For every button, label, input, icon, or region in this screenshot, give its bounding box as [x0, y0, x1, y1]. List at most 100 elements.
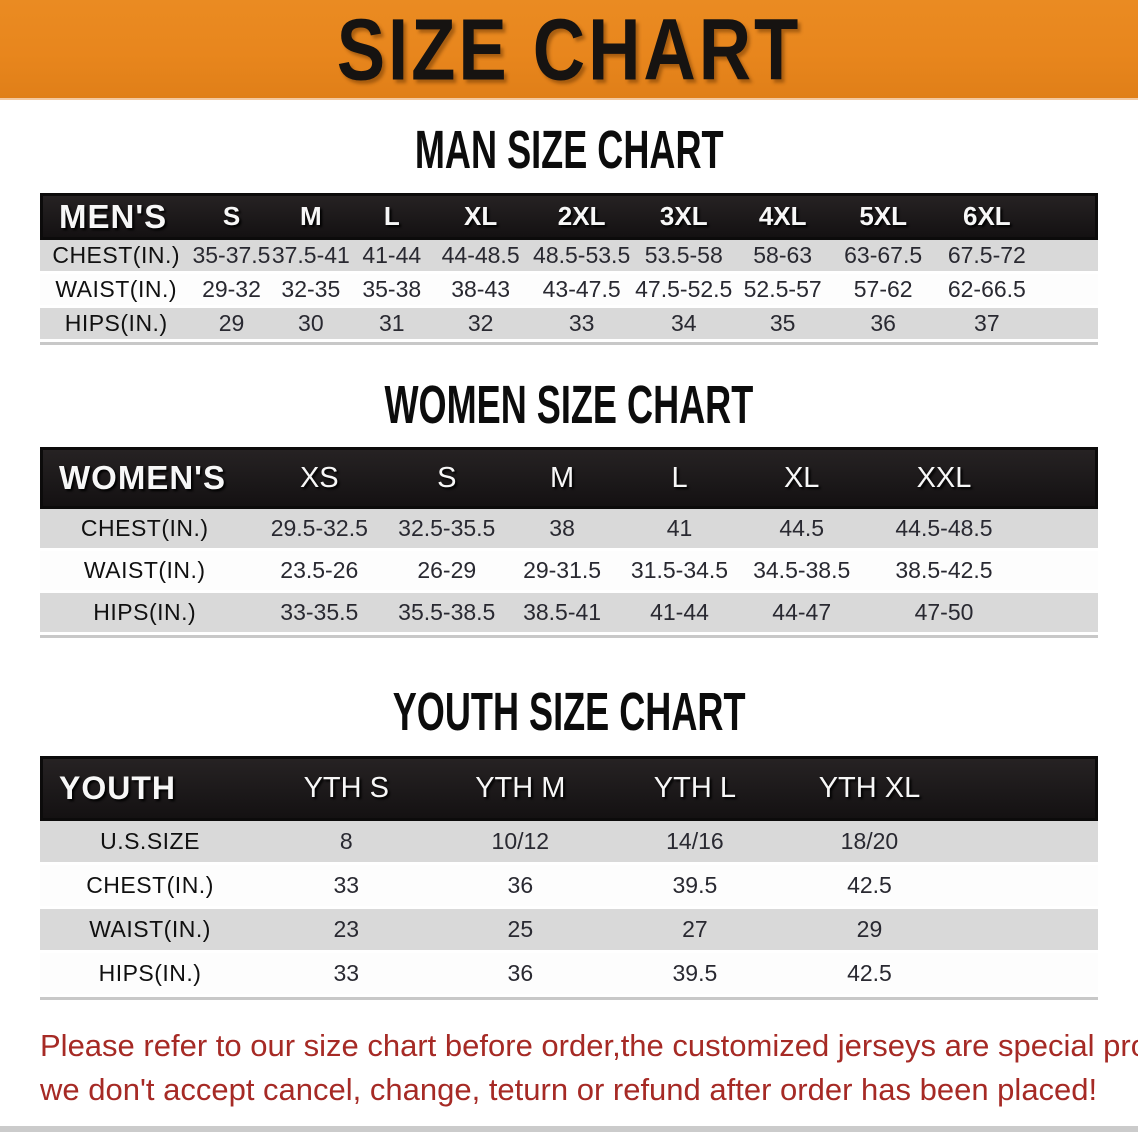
size-value-cell: 29-32: [192, 274, 271, 308]
row-label: CHEST(IN.): [40, 509, 250, 551]
man-section-heading: MAN SIZE CHART: [0, 121, 1138, 181]
row-filler: [1039, 240, 1098, 274]
column-header: L: [619, 447, 740, 509]
size-value-cell: 44-48.5: [432, 240, 529, 274]
man-section-heading-text: MAN SIZE CHART: [414, 120, 724, 181]
size-value-cell: 41-44: [351, 240, 433, 274]
size-value-cell: 58-63: [732, 240, 833, 274]
table-row: HIPS(IN.) 33-35.5 35.5-38.5 38.5-41 41-44 44-…: [40, 593, 1098, 635]
youth-size-table: YOUTH YTH S YTH M YTH L YTH XL U.S.SIZE 8 10/12…: [40, 756, 1098, 1000]
size-value-cell: 35.5-38.5: [389, 593, 505, 635]
size-value-cell: 41-44: [619, 593, 740, 635]
row-label: WAIST(IN.): [40, 909, 261, 953]
row-label: HIPS(IN.): [40, 593, 250, 635]
table-header-row: YOUTH YTH S YTH M YTH L YTH XL: [40, 756, 1098, 821]
size-value-cell: 52.5-57: [732, 274, 833, 308]
size-value-cell: 26-29: [389, 551, 505, 593]
women-section-heading-text: WOMEN SIZE CHART: [384, 375, 754, 436]
banner-title: SIZE CHART: [336, 0, 802, 98]
table-row: CHEST(IN.) 33 36 39.5 42.5: [40, 865, 1098, 909]
size-value-cell: 25: [432, 909, 609, 953]
row-filler: [1023, 551, 1098, 593]
size-value-cell: 39.5: [608, 953, 782, 997]
table-header-label: MEN'S: [40, 193, 193, 240]
header-filler: [1023, 447, 1098, 509]
column-header: YTH S: [260, 756, 433, 821]
size-value-cell: 36: [432, 865, 609, 909]
column-header: XS: [249, 447, 390, 509]
size-value-cell: 38.5-42.5: [864, 551, 1024, 593]
row-filler: [957, 909, 1098, 953]
size-value-cell: 47-50: [864, 593, 1024, 635]
size-value-cell: 29: [192, 308, 271, 342]
row-filler: [1023, 509, 1098, 551]
row-filler: [957, 865, 1098, 909]
row-label: HIPS(IN.): [40, 953, 261, 997]
column-header: YTH M: [432, 756, 609, 821]
column-header: XL: [739, 447, 865, 509]
women-size-table-wrap: WOMEN'S XS S M L XL XXL CHEST(IN.) 29.5-32.5 32.5…: [0, 447, 1138, 638]
row-label: CHEST(IN.): [40, 240, 193, 274]
footer-disclaimer-line1: Please refer to our size chart before or…: [40, 1028, 1138, 1063]
size-value-cell: 34: [634, 308, 733, 342]
table-header-label: YOUTH: [40, 756, 261, 821]
youth-size-table-wrap: YOUTH YTH S YTH M YTH L YTH XL U.S.SIZE 8 10/12…: [0, 756, 1138, 1000]
size-value-cell: 37.5-41: [270, 240, 352, 274]
column-header: 2XL: [528, 193, 635, 240]
size-value-cell: 27: [608, 909, 782, 953]
column-header: XXL: [864, 447, 1024, 509]
women-section-heading: WOMEN SIZE CHART: [0, 376, 1138, 436]
size-value-cell: 57-62: [832, 274, 934, 308]
size-value-cell: 38-43: [432, 274, 529, 308]
size-value-cell: 44.5-48.5: [864, 509, 1024, 551]
size-value-cell: 30: [270, 308, 352, 342]
size-value-cell: 41: [619, 509, 740, 551]
row-label: CHEST(IN.): [40, 865, 261, 909]
header-filler: [957, 756, 1098, 821]
row-filler: [957, 821, 1098, 865]
row-label: HIPS(IN.): [40, 308, 193, 342]
row-label: WAIST(IN.): [40, 274, 193, 308]
column-header: M: [504, 447, 620, 509]
size-value-cell: 34.5-38.5: [739, 551, 865, 593]
column-header: XL: [432, 193, 529, 240]
size-value-cell: 38.5-41: [504, 593, 620, 635]
youth-section-heading: YOUTH SIZE CHART: [0, 683, 1138, 743]
size-value-cell: 35: [732, 308, 833, 342]
size-value-cell: 42.5: [781, 865, 958, 909]
table-header-label: WOMEN'S: [40, 447, 250, 509]
size-value-cell: 32-35: [270, 274, 352, 308]
row-filler: [1039, 274, 1098, 308]
size-value-cell: 31.5-34.5: [619, 551, 740, 593]
banner: SIZE CHART: [0, 0, 1138, 100]
table-row: WAIST(IN.) 23.5-26 26-29 29-31.5 31.5-34.5 34…: [40, 551, 1098, 593]
size-value-cell: 10/12: [432, 821, 609, 865]
size-value-cell: 31: [351, 308, 433, 342]
size-value-cell: 44.5: [739, 509, 865, 551]
size-value-cell: 23: [260, 909, 433, 953]
size-value-cell: 44-47: [739, 593, 865, 635]
row-filler: [957, 953, 1098, 997]
size-value-cell: 36: [432, 953, 609, 997]
table-row: HIPS(IN.) 29 30 31 32 33 34 35 36 37: [40, 308, 1098, 342]
size-value-cell: 48.5-53.5: [528, 240, 635, 274]
size-value-cell: 32: [432, 308, 529, 342]
table-header-row: WOMEN'S XS S M L XL XXL: [40, 447, 1098, 509]
row-label: WAIST(IN.): [40, 551, 250, 593]
header-filler: [1039, 193, 1098, 240]
size-value-cell: 42.5: [781, 953, 958, 997]
table-row: WAIST(IN.) 29-32 32-35 35-38 38-43 43-47.5 47.…: [40, 274, 1098, 308]
footer-disclaimer-line2: we don't accept cancel, change, teturn o…: [40, 1072, 1098, 1108]
bottom-divider: [0, 1126, 1138, 1132]
size-value-cell: 33: [528, 308, 635, 342]
table-row: CHEST(IN.) 29.5-32.5 32.5-35.5 38 41 44.5 44.5…: [40, 509, 1098, 551]
column-header: 4XL: [732, 193, 833, 240]
table-row: CHEST(IN.) 35-37.5 37.5-41 41-44 44-48.5 48.5…: [40, 240, 1098, 274]
man-size-table-wrap: MEN'S S M L XL 2XL 3XL 4XL 5XL 6XL CHEST(IN.) 35-37…: [0, 193, 1138, 345]
footer-disclaimer: Please refer to our size chart before or…: [40, 1024, 1138, 1112]
size-value-cell: 37: [933, 308, 1040, 342]
size-value-cell: 47.5-52.5: [634, 274, 733, 308]
size-value-cell: 29.5-32.5: [249, 509, 390, 551]
size-value-cell: 33: [260, 953, 433, 997]
